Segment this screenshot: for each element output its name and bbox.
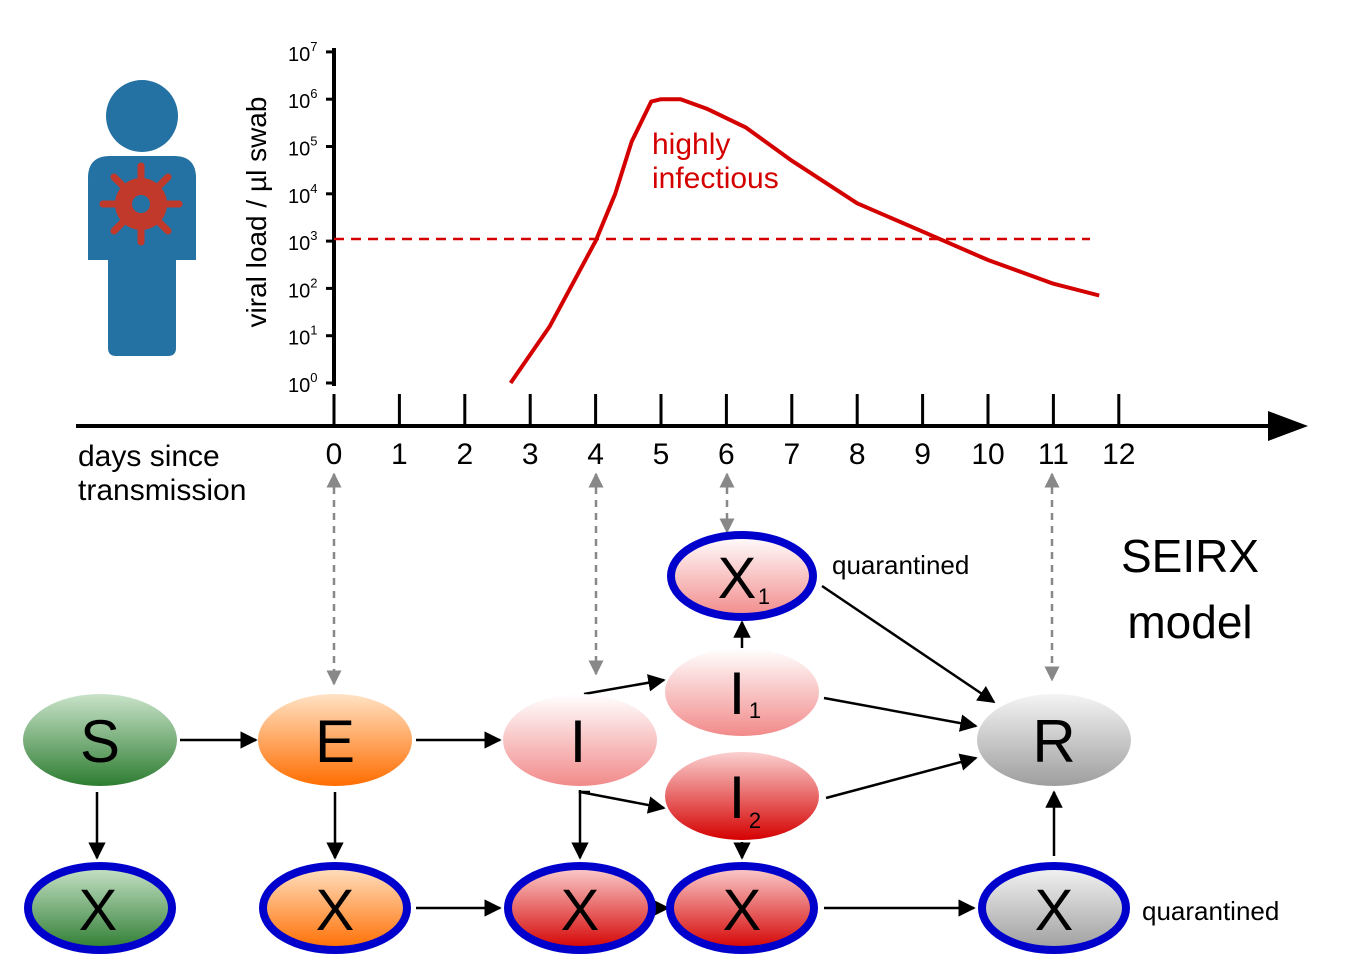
x-tick-label: 3	[522, 438, 539, 471]
viral-load-curve	[508, 97, 1100, 385]
svg-text:X: X	[1035, 878, 1074, 943]
x-tick-label: 2	[456, 438, 473, 471]
virus-icon	[99, 162, 183, 246]
x-tick-label: 7	[783, 438, 800, 471]
y-tick-label: 102	[288, 275, 317, 302]
state-X-E: X	[259, 862, 411, 954]
svg-text:S: S	[80, 708, 120, 775]
y-tick-label: 105	[288, 134, 317, 161]
x-tick-label: 0	[326, 438, 343, 471]
state-X-I: X	[504, 862, 656, 954]
timeline-links	[326, 472, 1060, 686]
quarantined-label-top: quarantined	[832, 550, 969, 580]
svg-text:1: 1	[758, 584, 770, 609]
svg-text:X: X	[723, 878, 762, 943]
x-tick-label: 5	[653, 438, 670, 471]
svg-text:X: X	[561, 878, 600, 943]
x-tick-group: 0 1 2 3 4 5 6 7 8 9 10 11 12	[326, 394, 1135, 471]
transition-arrows	[88, 584, 1063, 917]
svg-text:X: X	[79, 878, 118, 943]
y-tick-label: 100	[288, 370, 317, 397]
annotation-highly: highly	[652, 128, 730, 161]
x-tick-label: 12	[1102, 438, 1135, 471]
svg-text:I: I	[570, 708, 587, 775]
x-tick-label: 8	[849, 438, 866, 471]
svg-text:1: 1	[749, 698, 761, 723]
arrow-X1-R	[821, 584, 996, 704]
state-I2: I 2	[665, 752, 819, 840]
model-title-line1: SEIRX	[1121, 530, 1259, 582]
y-tick-label: 104	[288, 181, 317, 208]
x-tick-label: 6	[718, 438, 735, 471]
svg-text:X: X	[316, 878, 355, 943]
state-X-R: X	[978, 862, 1130, 954]
y-tick-label: 106	[288, 86, 317, 113]
x-tick-label: 9	[914, 438, 931, 471]
x-axis-label-line1: days since	[78, 440, 220, 473]
state-X-I2: X	[666, 862, 818, 954]
arrow-I2-R	[825, 753, 978, 800]
y-axis-label: viral load / µl swab	[241, 97, 272, 328]
svg-text:X: X	[718, 546, 757, 611]
state-S: S	[23, 694, 177, 786]
x-axis-arrowhead	[1268, 411, 1308, 441]
arrow-I-I2	[578, 790, 666, 814]
state-X1: X 1	[667, 531, 817, 621]
state-E: E	[258, 694, 412, 786]
state-R: R	[977, 694, 1131, 786]
person-with-virus-icon	[88, 80, 196, 356]
annotation-infectious: infectious	[652, 162, 779, 195]
state-I1: I 1	[665, 648, 819, 736]
svg-text:I: I	[729, 660, 746, 727]
quarantined-label-bottom: quarantined	[1142, 896, 1279, 926]
svg-text:E: E	[315, 708, 355, 775]
x-tick-label: 10	[971, 438, 1004, 471]
x-tick-label: 11	[1038, 438, 1069, 471]
y-tick-label: 103	[288, 228, 317, 255]
y-tick-label: 107	[288, 39, 317, 66]
y-tick-label: 101	[288, 323, 317, 350]
svg-text:2: 2	[749, 808, 761, 833]
model-title-line2: model	[1127, 596, 1252, 648]
arrow-I1-R	[823, 696, 978, 732]
svg-text:R: R	[1032, 708, 1075, 775]
arrow-I-I1	[583, 674, 666, 696]
svg-text:I: I	[729, 764, 746, 831]
x-tick-label: 1	[391, 438, 408, 471]
state-I: I	[503, 694, 657, 786]
x-axis-label-line2: transmission	[78, 474, 246, 507]
state-X-S: X	[24, 862, 176, 954]
y-tick-group: 100 101 102 103 104 105 106 107	[288, 39, 334, 397]
arrow-I-XI	[571, 790, 590, 860]
x-tick-label: 4	[587, 438, 604, 471]
